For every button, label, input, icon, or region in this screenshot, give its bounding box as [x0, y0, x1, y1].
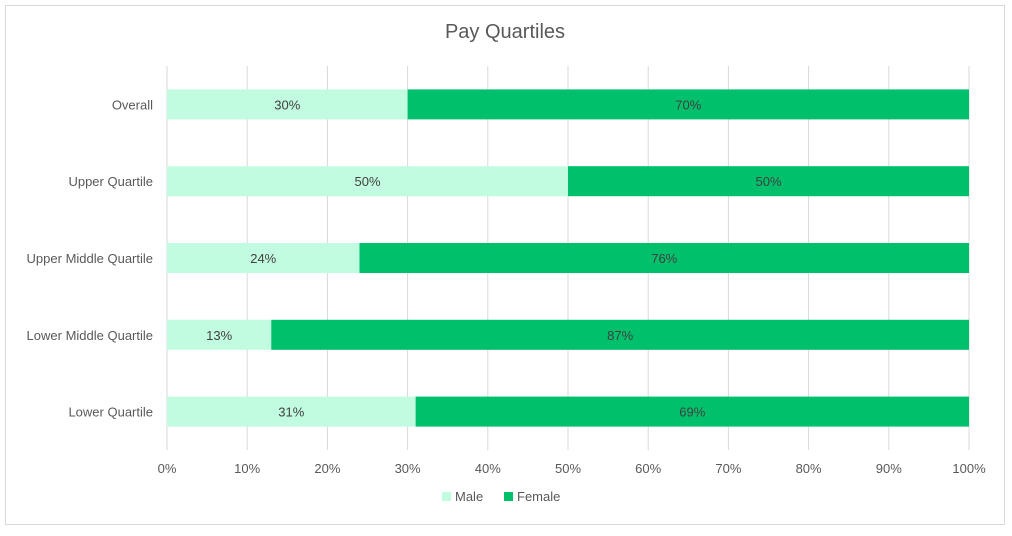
x-tick-label: 90% [876, 461, 902, 476]
data-label-female: 50% [755, 174, 781, 189]
legend-label-female: Female [517, 489, 560, 504]
data-label-male: 30% [274, 97, 300, 112]
data-label-female: 76% [651, 251, 677, 266]
x-tick-label: 80% [796, 461, 822, 476]
x-tick-label: 100% [952, 461, 986, 476]
y-category-label: Lower Middle Quartile [27, 328, 153, 343]
chart-title: Pay Quartiles [445, 21, 565, 43]
data-label-female: 69% [679, 405, 705, 420]
axes: 0% 10% 20% 30% 40% 50% 60% 70% 80% 90% 100% Overall… [27, 97, 987, 476]
x-tick-label: 0% [158, 461, 177, 476]
legend-swatch-male [442, 492, 451, 501]
data-label-male: 24% [250, 251, 276, 266]
y-category-label: Upper Middle Quartile [27, 251, 153, 266]
y-category-label: Lower Quartile [68, 405, 153, 420]
legend-label-male: Male [455, 489, 483, 504]
data-label-male: 13% [206, 328, 232, 343]
bar-female [407, 89, 970, 120]
bar-female [415, 396, 969, 427]
x-tick-label: 40% [475, 461, 501, 476]
data-label-female: 70% [675, 97, 701, 112]
x-tick-label: 60% [635, 461, 661, 476]
y-category-label: Upper Quartile [68, 174, 153, 189]
data-label-female: 87% [607, 328, 633, 343]
bars [167, 89, 970, 427]
x-tick-label: 10% [234, 461, 260, 476]
data-labels: 30% 70% 50% 50% 24% 76% 13% 87% 31% 69% [206, 97, 782, 419]
bar-male [167, 89, 408, 120]
legend: Male Female [442, 489, 560, 504]
bar-male [167, 166, 568, 197]
bar-male [167, 243, 360, 273]
bar-male [167, 319, 272, 350]
bar-female [568, 166, 969, 197]
bar-female [271, 319, 969, 350]
data-label-male: 31% [278, 405, 304, 420]
x-tick-label: 50% [555, 461, 581, 476]
x-tick-label: 20% [314, 461, 340, 476]
x-tick-label: 70% [715, 461, 741, 476]
data-label-male: 50% [354, 174, 380, 189]
bar-male [167, 396, 416, 427]
legend-swatch-female [504, 492, 513, 501]
y-category-label: Overall [112, 97, 153, 112]
x-tick-label: 30% [395, 461, 421, 476]
bar-female [359, 243, 970, 273]
